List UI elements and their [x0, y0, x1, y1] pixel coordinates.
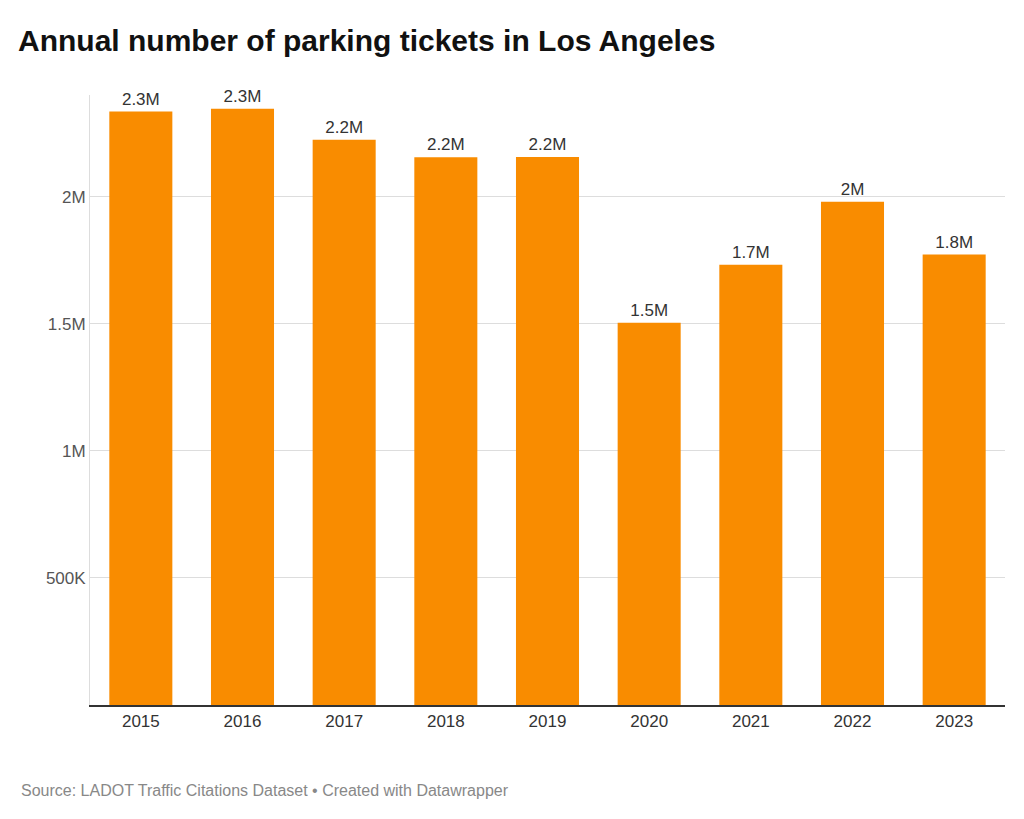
- svg-text:1.5M: 1.5M: [630, 301, 668, 320]
- svg-text:2016: 2016: [224, 712, 262, 731]
- svg-text:1.5M: 1.5M: [48, 315, 86, 334]
- svg-text:2.3M: 2.3M: [224, 87, 262, 106]
- svg-text:1.8M: 1.8M: [935, 233, 973, 252]
- svg-text:2022: 2022: [834, 712, 872, 731]
- svg-text:2019: 2019: [529, 712, 567, 731]
- svg-text:2M: 2M: [841, 180, 865, 199]
- svg-text:2023: 2023: [935, 712, 973, 731]
- svg-text:1.7M: 1.7M: [732, 243, 770, 262]
- svg-text:2020: 2020: [630, 712, 668, 731]
- svg-text:2017: 2017: [325, 712, 363, 731]
- svg-text:2M: 2M: [62, 188, 86, 207]
- svg-text:1M: 1M: [62, 442, 86, 461]
- svg-text:2015: 2015: [122, 712, 160, 731]
- svg-text:2.2M: 2.2M: [325, 118, 363, 137]
- svg-text:Source: LADOT Traffic Citation: Source: LADOT Traffic Citations Dataset …: [21, 782, 509, 799]
- svg-text:2.3M: 2.3M: [122, 90, 160, 109]
- svg-text:2021: 2021: [732, 712, 770, 731]
- svg-text:2.2M: 2.2M: [427, 135, 465, 154]
- svg-text:500K: 500K: [46, 569, 86, 588]
- svg-text:2.2M: 2.2M: [529, 135, 567, 154]
- svg-text:2018: 2018: [427, 712, 465, 731]
- svg-text:Annual number of parking ticke: Annual number of parking tickets in Los …: [18, 24, 715, 57]
